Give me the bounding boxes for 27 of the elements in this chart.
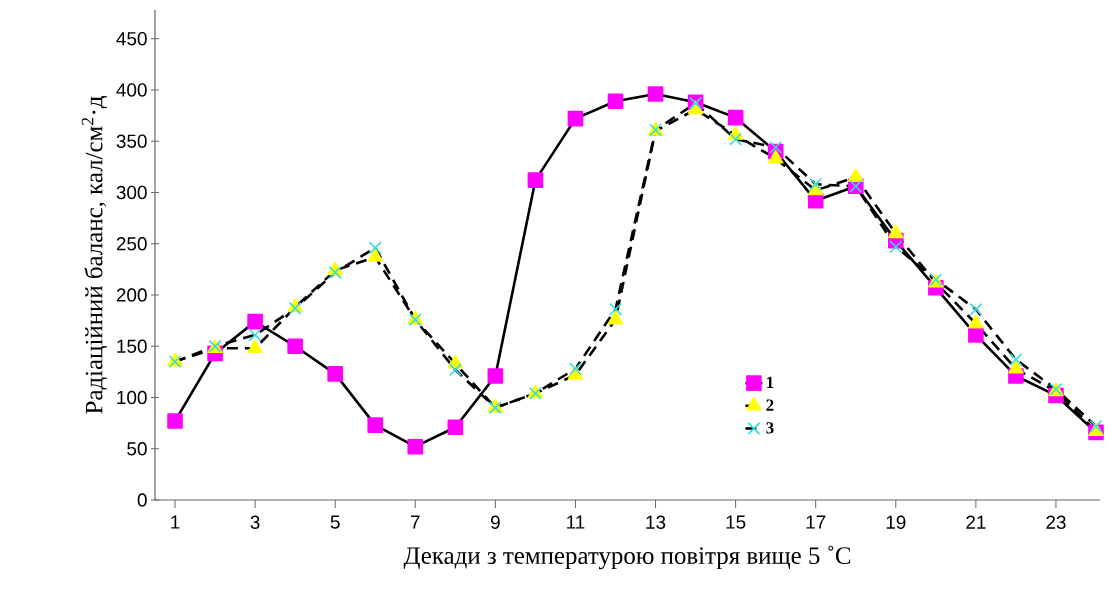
y-tick-label: 150 bbox=[117, 339, 147, 353]
x-tick-label: 13 bbox=[646, 515, 666, 529]
y-tick-label: 0 bbox=[137, 493, 147, 507]
legend-label: 2 bbox=[766, 399, 774, 411]
y-tick-label: 300 bbox=[116, 185, 147, 200]
legend-label: 3 bbox=[766, 422, 774, 434]
y-tick-label: 50 bbox=[127, 442, 147, 456]
x-axis-title: Декади з температурою повітря вище 5 ˚С bbox=[403, 545, 851, 570]
x-tick-label: 23 bbox=[1046, 515, 1066, 529]
x-tick-label: 3 bbox=[250, 515, 260, 529]
x-tick-label: 15 bbox=[726, 515, 746, 529]
x-tick-label: 7 bbox=[410, 515, 420, 529]
legend-label: 1 bbox=[767, 376, 774, 388]
x-tick-label: 17 bbox=[806, 515, 826, 529]
y-tick-label: 400 bbox=[116, 83, 147, 97]
x-tick-label: 5 bbox=[330, 515, 340, 529]
y-tick-label: 200 bbox=[116, 288, 147, 302]
y-tick-label: 450 bbox=[116, 32, 147, 46]
x-tick-label: 19 bbox=[886, 515, 906, 529]
y-axis-title: Радіаційний баланс, кал/см$^{2}$·д bbox=[81, 96, 108, 414]
x-tick-label: 1 bbox=[171, 515, 180, 529]
y-tick-label: 350 bbox=[116, 134, 147, 148]
y-tick-label: 250 bbox=[116, 237, 147, 251]
y-tick-label: 100 bbox=[117, 390, 147, 405]
x-tick-label: 11 bbox=[567, 515, 585, 529]
x-tick-label: 21 bbox=[966, 515, 986, 529]
x-tick-label: 9 bbox=[490, 515, 500, 529]
